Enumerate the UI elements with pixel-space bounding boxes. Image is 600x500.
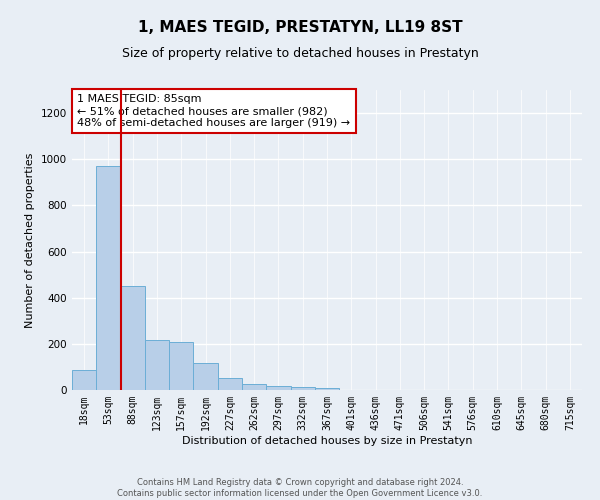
Bar <box>121 286 145 390</box>
Text: 1 MAES TEGID: 85sqm
← 51% of detached houses are smaller (982)
48% of semi-detac: 1 MAES TEGID: 85sqm ← 51% of detached ho… <box>77 94 350 128</box>
X-axis label: Distribution of detached houses by size in Prestatyn: Distribution of detached houses by size … <box>182 436 472 446</box>
Bar <box>315 388 339 390</box>
Y-axis label: Number of detached properties: Number of detached properties <box>25 152 35 328</box>
Text: Contains HM Land Registry data © Crown copyright and database right 2024.
Contai: Contains HM Land Registry data © Crown c… <box>118 478 482 498</box>
Bar <box>290 387 315 390</box>
Bar <box>218 378 242 390</box>
Text: Size of property relative to detached houses in Prestatyn: Size of property relative to detached ho… <box>122 48 478 60</box>
Bar <box>169 342 193 390</box>
Bar <box>193 364 218 390</box>
Bar <box>72 370 96 390</box>
Bar <box>96 166 121 390</box>
Bar <box>266 386 290 390</box>
Bar <box>145 340 169 390</box>
Bar <box>242 384 266 390</box>
Text: 1, MAES TEGID, PRESTATYN, LL19 8ST: 1, MAES TEGID, PRESTATYN, LL19 8ST <box>137 20 463 35</box>
